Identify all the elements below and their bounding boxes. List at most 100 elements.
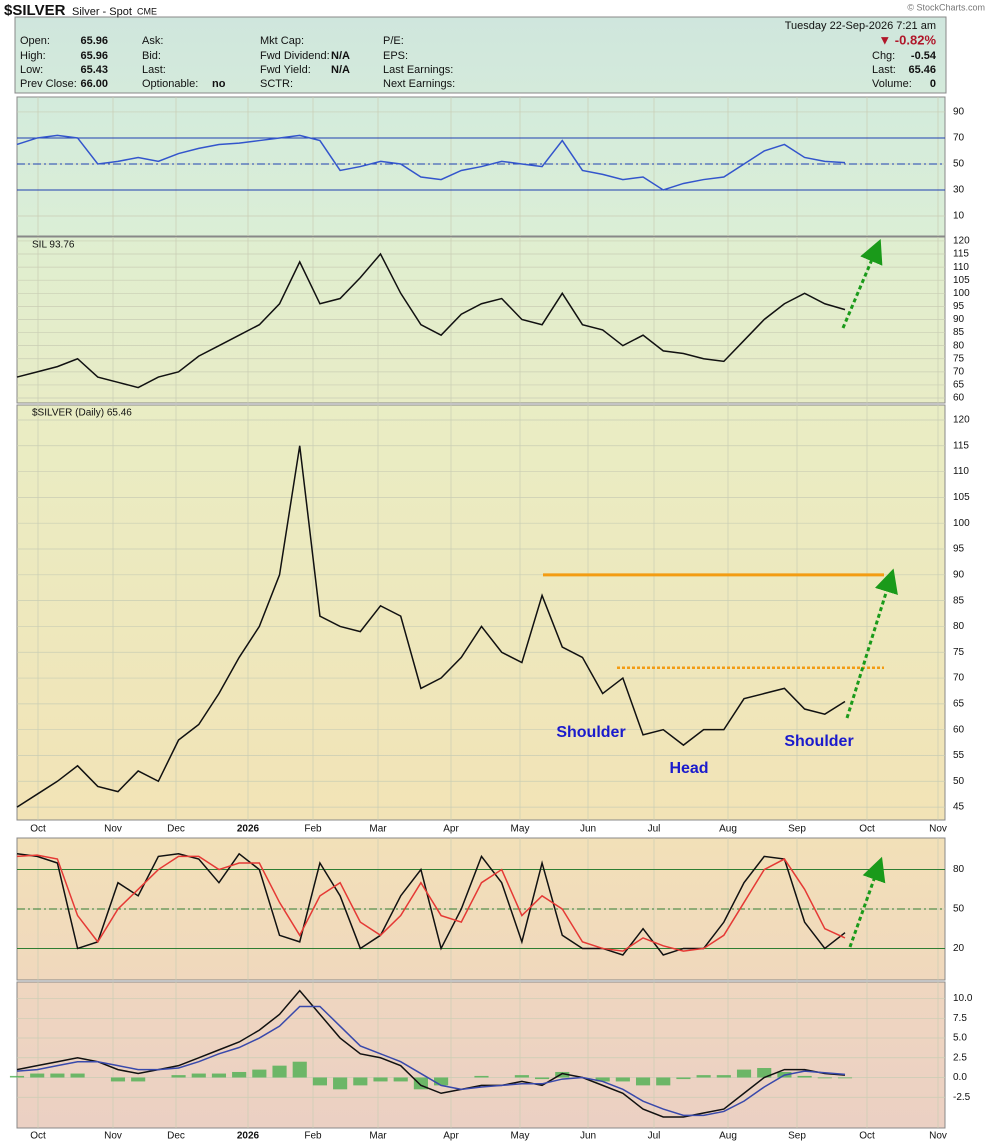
annotation: Head — [669, 760, 708, 777]
y-tick-label: 80 — [953, 864, 965, 875]
y-tick-label: 45 — [953, 802, 965, 813]
field-label: Bid: — [142, 50, 161, 62]
plots: 10 30 50 70 90 60 65 70 75 80 85 90 95 100 105 110 115 12… — [9, 96, 973, 1142]
series-line — [16, 445, 846, 808]
y-tick-label: 50 — [953, 904, 965, 915]
histogram-bar — [635, 1077, 651, 1086]
y-tick-label: 95 — [953, 544, 965, 555]
field-label: Last Earnings: — [383, 64, 453, 76]
exchange: CME — [137, 6, 157, 16]
histogram-bar — [535, 1077, 550, 1080]
field-value: 0 — [930, 78, 936, 90]
x-tick-label: 2026 — [237, 824, 260, 835]
projection-arrow — [845, 568, 898, 719]
y-tick-label: 100 — [953, 518, 970, 529]
histogram-bar — [312, 1077, 327, 1086]
y-tick-label: 90 — [953, 107, 965, 118]
field-value: -0.54 — [911, 50, 937, 62]
y-tick-label: 110 — [953, 262, 969, 273]
series-line — [16, 1005, 846, 1117]
field-label: Ask: — [142, 35, 163, 47]
y-tick-label: 80 — [953, 621, 965, 632]
histogram-bar — [595, 1077, 610, 1082]
y-tick-label: 60 — [953, 724, 965, 735]
y-tick-label: 85 — [953, 595, 965, 606]
y-tick-label: 110 — [953, 466, 969, 477]
x-tick-label: Jun — [580, 1131, 596, 1142]
panel — [16, 981, 946, 1129]
y-tick-label: 10.0 — [953, 993, 973, 1004]
symbol: $SILVER — [4, 2, 66, 19]
field-label: Open: — [20, 35, 50, 47]
y-tick-label: 0.0 — [953, 1072, 967, 1083]
histogram-bar — [110, 1077, 126, 1082]
histogram-bar — [9, 1075, 25, 1078]
field-value: 65.96 — [80, 50, 108, 62]
y-tick-label: 100 — [953, 288, 970, 299]
header-panel — [14, 16, 947, 94]
y-tick-label: 65 — [953, 699, 965, 710]
histogram-bar — [252, 1069, 267, 1078]
x-tick-label: Apr — [443, 824, 459, 835]
y-tick-label: 70 — [953, 366, 965, 377]
histogram-bar — [373, 1077, 388, 1082]
histogram-bar — [333, 1077, 348, 1090]
y-tick-label: 75 — [953, 647, 965, 658]
histogram-bar — [797, 1075, 812, 1078]
histogram-bar — [676, 1077, 691, 1080]
histogram-bar — [555, 1071, 570, 1078]
annotation: Shoulder — [556, 724, 625, 741]
field-label: EPS: — [383, 50, 408, 62]
x-tick-label: Dec — [167, 824, 185, 835]
x-tick-label: Mar — [369, 824, 387, 835]
field-label: Last: — [872, 64, 896, 76]
x-tick-label: Aug — [719, 824, 737, 835]
panel — [16, 236, 946, 404]
histogram-bar — [171, 1075, 186, 1078]
x-tick-label: Sep — [788, 824, 806, 835]
histogram-bar — [757, 1068, 772, 1078]
y-tick-label: 85 — [953, 327, 965, 338]
field-label: Low: — [20, 64, 43, 76]
field-label: Last: — [142, 64, 166, 76]
x-tick-label: Oct — [859, 824, 875, 835]
histogram-bar — [70, 1073, 85, 1078]
field-value: 65.96 — [80, 35, 108, 47]
field-value: 65.46 — [908, 64, 936, 76]
histogram-bar — [716, 1075, 731, 1078]
y-tick-label: 115 — [953, 440, 969, 451]
histogram-bar — [232, 1071, 247, 1078]
date: Tuesday 22-Sep-2026 7:21 am — [785, 20, 936, 32]
histogram-bar — [131, 1077, 146, 1082]
x-tick-label: Oct — [859, 1131, 875, 1142]
y-tick-label: 2.5 — [953, 1052, 967, 1063]
name: Silver - Spot — [72, 6, 132, 18]
field-value: no — [212, 78, 226, 90]
y-tick-label: 105 — [953, 275, 970, 286]
y-tick-label: 55 — [953, 750, 965, 761]
series-line — [16, 852, 846, 956]
header: $SILVER Silver - Spot CME © StockCharts.com… — [4, 2, 985, 90]
field-label: Optionable: — [142, 78, 198, 90]
y-tick-label: -2.5 — [953, 1092, 971, 1103]
field-label: Mkt Cap: — [260, 35, 304, 47]
x-tick-label: May — [511, 1131, 530, 1142]
x-tick-label: 2026 — [237, 1131, 260, 1142]
panel-title: SIL 93.76 — [32, 240, 75, 251]
x-tick-label: Sep — [788, 1131, 806, 1142]
x-tick-label: Jul — [648, 824, 661, 835]
x-tick-label: Nov — [104, 824, 122, 835]
projection-arrow — [841, 238, 883, 329]
y-tick-label: 120 — [953, 415, 970, 426]
histogram-bar — [211, 1073, 227, 1078]
field-label: High: — [20, 50, 46, 62]
panel-title: $SILVER (Daily) 65.46 — [32, 408, 132, 419]
x-tick-label: Jul — [648, 1131, 661, 1142]
histogram-bar — [736, 1069, 752, 1078]
y-tick-label: 10 — [953, 211, 965, 222]
field-value: 66.00 — [80, 78, 108, 90]
y-tick-label: 120 — [953, 236, 970, 247]
histogram-bar — [292, 1061, 307, 1078]
x-tick-label: Dec — [167, 1131, 185, 1142]
y-tick-label: 80 — [953, 340, 965, 351]
